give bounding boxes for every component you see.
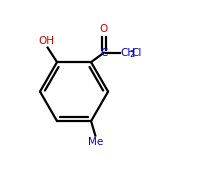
Text: Me: Me [88, 137, 103, 147]
Text: O: O [100, 24, 108, 34]
Text: Cl: Cl [131, 48, 142, 58]
Text: OH: OH [39, 36, 55, 46]
Text: CH: CH [121, 48, 136, 58]
Text: C: C [100, 48, 107, 58]
Text: 2: 2 [129, 50, 134, 59]
